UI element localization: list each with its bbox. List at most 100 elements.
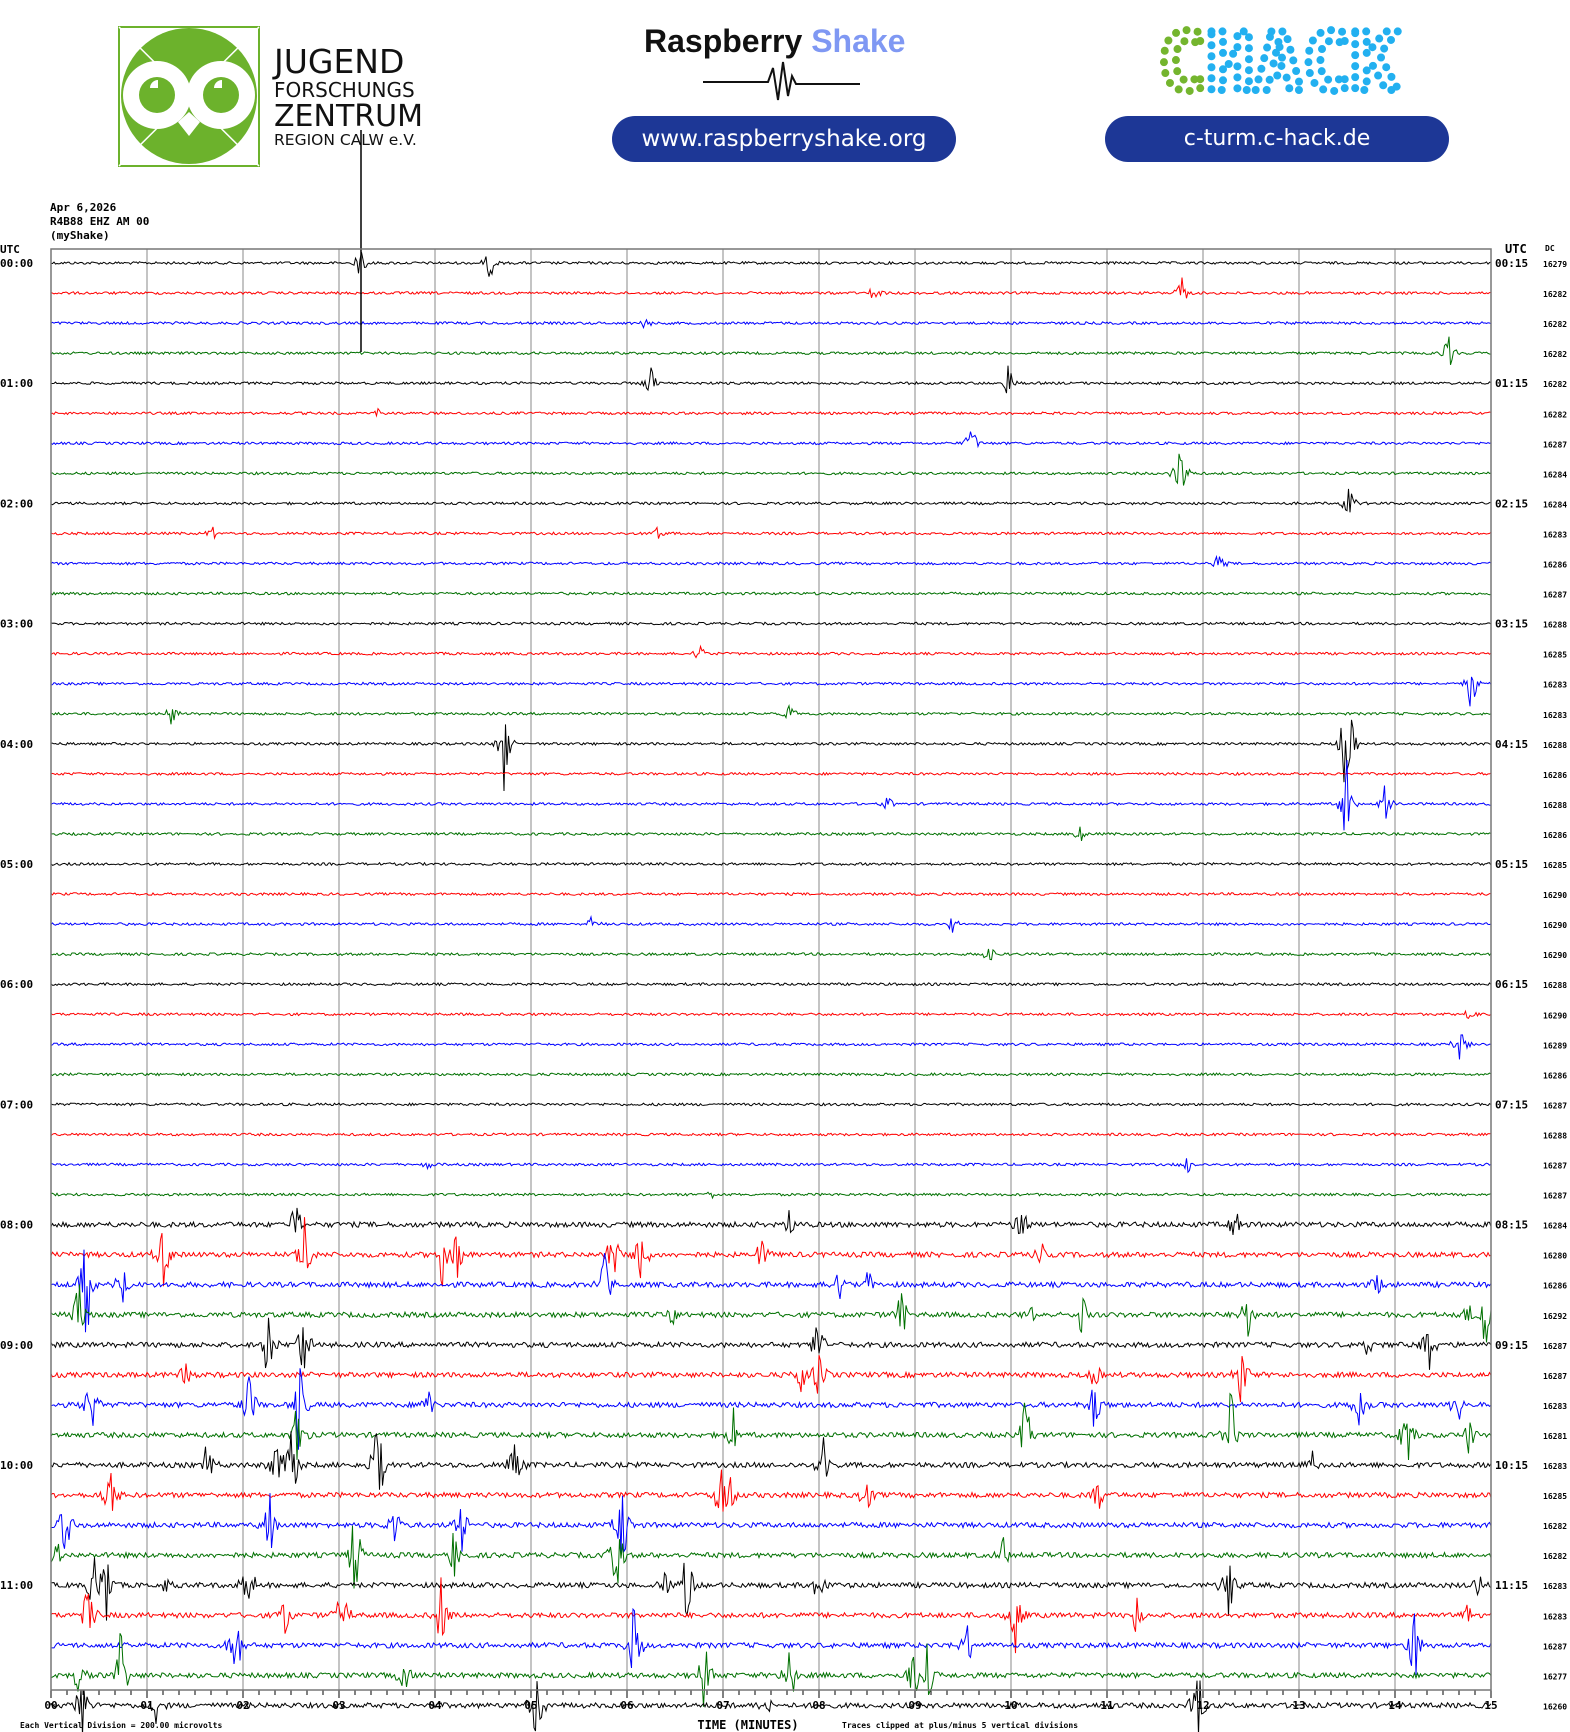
dc-offset-label: 16283 (1543, 1582, 1567, 1591)
chack-url-link[interactable]: c-turm.c-hack.de (1105, 116, 1449, 162)
right-hour-label: 01:15 (1495, 377, 1528, 390)
trace-line (50, 719, 1492, 792)
raspberry-shake-url-link[interactable]: www.raspberryshake.org (612, 116, 956, 162)
dc-offset-label: 16287 (1543, 1372, 1567, 1381)
trace-line (50, 1158, 1492, 1174)
svg-text:Raspberry Shake: Raspberry Shake (644, 23, 905, 59)
seismic-wave-icon (703, 61, 860, 101)
dc-offset-label: 16279 (1543, 260, 1567, 269)
dc-offset-label: 16290 (1543, 1011, 1567, 1020)
dc-offset-label: 16285 (1543, 1492, 1567, 1501)
trace-line (50, 1607, 1492, 1675)
trace-line (50, 759, 1492, 831)
trace-line (50, 1009, 1492, 1019)
plot-frame (50, 248, 1492, 1691)
dc-offset-label: 16282 (1543, 380, 1567, 389)
chack-rest: HACK (1206, 16, 1399, 109)
dc-offset-label: 16287 (1543, 440, 1567, 449)
dc-offset-label: 16281 (1543, 1432, 1567, 1441)
dc-offset-label: 16288 (1543, 621, 1567, 630)
left-hour-label: 09:00 (0, 1339, 33, 1352)
left-hour-label: 04:00 (0, 738, 33, 751)
trace-line (50, 1469, 1492, 1512)
x-tick-label: 13 (1292, 1699, 1305, 1712)
network-label: (myShake) (50, 229, 110, 242)
trace-line (50, 1368, 1492, 1450)
left-utc-title: UTC (0, 243, 20, 256)
x-tick-label: 05 (524, 1699, 537, 1712)
jfz-line3: ZENTRUM (274, 99, 423, 134)
trace-line (50, 1577, 1492, 1654)
trace-line (50, 591, 1492, 596)
x-tick-label: 10 (1004, 1699, 1017, 1712)
trace-line (50, 1034, 1492, 1060)
dc-title: DC (1545, 244, 1555, 253)
traces (50, 130, 1492, 1732)
trace-line (50, 891, 1491, 897)
trace-line (50, 1525, 1492, 1589)
right-hour-label: 05:15 (1495, 858, 1528, 871)
dc-offset-label: 16287 (1543, 1342, 1567, 1351)
left-hour-label: 10:00 (0, 1459, 33, 1472)
dc-offset-label: 16286 (1543, 831, 1567, 840)
x-tick-label: 02 (236, 1699, 249, 1712)
trace-line (50, 1217, 1492, 1287)
x-tick-label: 15 (1484, 1699, 1497, 1712)
dc-offset-label: 16285 (1543, 861, 1567, 870)
trace-line (50, 1557, 1492, 1621)
trace-line (50, 771, 1492, 777)
left-hour-label: 03:00 (0, 618, 33, 631)
trace-line (50, 1354, 1492, 1403)
trace-line (50, 1392, 1492, 1461)
dc-offset-label: 16286 (1543, 771, 1567, 780)
rs-word2: Shake (811, 23, 905, 59)
trace-line (50, 676, 1492, 707)
right-hour-label: 07:15 (1495, 1098, 1528, 1111)
dc-offset-label: 16290 (1543, 891, 1567, 900)
x-tick-label: 04 (428, 1699, 442, 1712)
dc-offset-label: 16277 (1543, 1672, 1567, 1681)
dc-offset-label: 16283 (1543, 530, 1567, 539)
jfz-line4: REGION CALW e.V. (274, 131, 417, 149)
dc-offset-label: 16283 (1543, 1612, 1567, 1621)
dc-offset-label: 16286 (1543, 561, 1567, 570)
right-hour-label: 11:15 (1495, 1579, 1528, 1592)
left-hour-label: 05:00 (0, 858, 33, 871)
trace-line (50, 1431, 1492, 1490)
trace-line (50, 621, 1492, 626)
dc-offset-label: 16290 (1543, 951, 1567, 960)
dc-offset-label: 16282 (1543, 1522, 1567, 1531)
dc-offset-label: 16288 (1543, 1131, 1567, 1140)
x-axis-title: TIME (MINUTES) (697, 1718, 798, 1732)
right-hour-label: 00:15 (1495, 257, 1528, 270)
left-hour-label: 06:00 (0, 978, 33, 991)
dc-offset-label: 16284 (1543, 1222, 1567, 1231)
dc-offset-label: 16287 (1543, 1162, 1567, 1171)
dc-offset-label: 16287 (1543, 591, 1567, 600)
dc-offset-label: 16282 (1543, 410, 1567, 419)
dc-offset-label: 16288 (1543, 741, 1567, 750)
chack-url[interactable]: c-turm.c-hack.de (1184, 126, 1370, 151)
trace-line (50, 277, 1492, 299)
dc-offset-label: 16284 (1543, 500, 1567, 509)
station-label: R4B88 EHZ AM 00 (50, 215, 149, 228)
trace-line (50, 1132, 1492, 1137)
trace-line (50, 1102, 1492, 1107)
trace-line (50, 1633, 1492, 1707)
right-hour-label: 03:15 (1495, 618, 1528, 631)
dc-offset-label: 16287 (1543, 1101, 1567, 1110)
rs-url[interactable]: www.raspberryshake.org (642, 126, 927, 152)
trace-line (50, 488, 1491, 513)
raspberry-shake-logo: Raspberry Shake (644, 23, 905, 101)
right-utc-title: UTC (1505, 242, 1527, 256)
svg-text:CHACK: CHACK (1158, 16, 1399, 109)
trace-line (50, 318, 1492, 330)
chack-logo: CHACK (1154, 12, 1403, 113)
x-tick-label: 08 (812, 1699, 825, 1712)
scale-note: Each Vertical Division = 200.00 microvol… (20, 1720, 222, 1730)
right-hour-label: 02:15 (1495, 497, 1528, 510)
rs-word1: Raspberry (644, 23, 803, 59)
x-tick-label: 12 (1196, 1699, 1209, 1712)
trace-line (50, 915, 1492, 933)
x-tick-label: 09 (908, 1699, 921, 1712)
